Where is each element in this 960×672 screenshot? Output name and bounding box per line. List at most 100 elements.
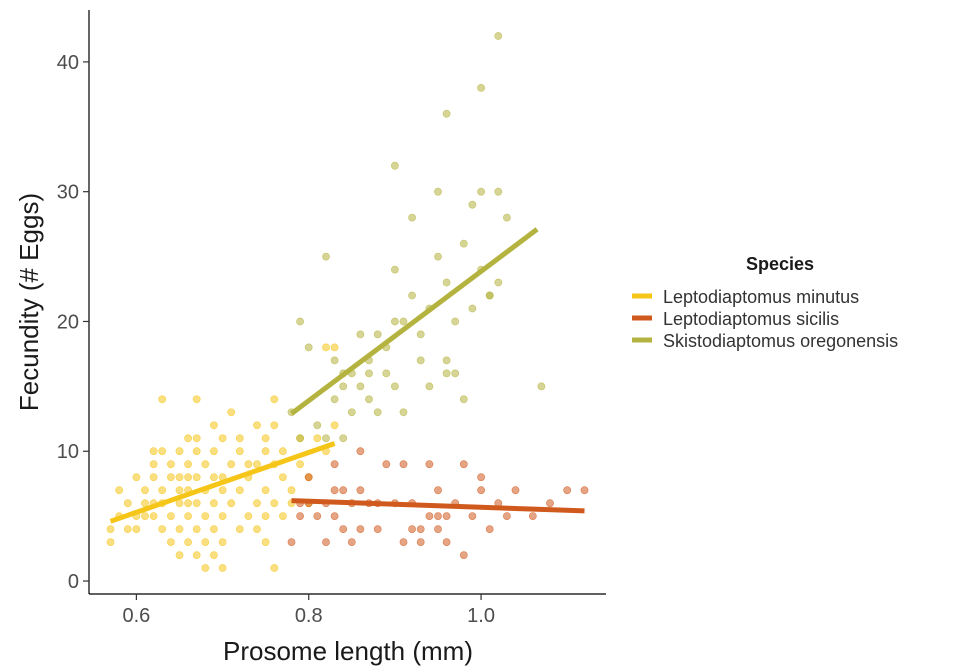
point-series-2-7 [330,395,339,404]
point-series-1-5 [313,512,322,520]
point-series-1-12 [339,486,348,495]
trend-layer [109,227,585,524]
point-series-0-74 [253,499,261,508]
point-series-0-16 [149,447,158,456]
point-series-2-19 [382,369,391,378]
point-series-1-16 [356,447,365,456]
point-series-2-18 [373,408,382,417]
point-series-2-35 [442,278,451,287]
point-series-0-82 [270,564,279,572]
point-series-0-58 [218,538,227,546]
point-series-2-36 [442,109,451,118]
point-series-1-45 [399,460,408,469]
point-series-2-25 [399,408,408,417]
point-series-0-70 [244,512,253,520]
point-series-1-41 [546,499,554,508]
y-tick-label-0: 0 [68,571,79,593]
point-series-1-47 [373,525,382,533]
point-series-2-6 [322,252,330,261]
point-series-1-19 [382,460,391,469]
y-tick-label-4: 40 [57,52,79,74]
point-series-2-26 [408,291,416,300]
point-series-0-73 [253,525,261,533]
point-series-1-0 [287,538,296,546]
point-series-1-33 [459,460,468,469]
x-tick-label-0: 0.6 [122,605,150,627]
trend-line-series-2 [289,227,539,416]
legend-label-series-2: Skistodiaptomus oregonensis [663,331,898,351]
point-series-1-6 [322,538,330,546]
point-series-0-51 [209,551,218,559]
point-series-2-54 [339,434,348,443]
point-series-0-42 [192,473,201,482]
point-series-2-5 [322,434,330,443]
point-series-0-21 [158,395,167,404]
point-series-0-75 [253,460,261,469]
point-series-0-29 [175,486,184,495]
x-tick-label-2: 1.0 [467,605,495,627]
point-series-2-17 [373,330,382,339]
point-series-0-11 [141,486,149,495]
point-series-1-43 [580,486,589,495]
point-series-0-77 [261,538,270,546]
point-series-0-23 [166,512,175,520]
point-series-2-21 [390,382,399,391]
point-series-0-100 [330,343,339,352]
point-series-2-53 [365,369,373,378]
point-series-2-29 [416,356,425,365]
point-series-2-28 [416,330,425,339]
point-series-2-39 [459,395,468,404]
point-series-1-27 [425,460,434,469]
point-series-0-14 [149,473,158,482]
point-series-0-3 [115,486,124,495]
point-series-2-51 [537,382,546,391]
point-series-0-56 [209,421,218,430]
point-series-0-33 [184,512,192,520]
point-series-0-85 [270,421,279,430]
point-series-0-83 [270,499,279,508]
point-series-1-1 [296,512,304,520]
point-series-2-3 [304,343,313,352]
point-series-1-11 [339,525,348,533]
point-series-0-19 [158,486,167,495]
point-series-2-42 [468,200,477,209]
point-series-2-9 [339,382,348,391]
point-series-0-34 [184,499,192,508]
point-series-1-31 [442,512,451,520]
trend-line-series-0 [109,441,336,524]
point-series-0-5 [123,499,132,508]
point-series-0-30 [175,473,184,482]
legend-title: Species [746,254,814,274]
point-series-1-44 [477,473,485,482]
point-series-2-49 [494,278,503,287]
point-series-1-9 [330,486,339,495]
point-series-1-29 [434,486,442,495]
x-tick-label-1: 0.8 [295,605,323,627]
point-series-1-4 [304,473,313,482]
point-series-0-76 [253,421,261,430]
point-series-0-20 [158,447,167,456]
point-series-0-1 [106,525,115,533]
point-series-0-67 [235,486,244,495]
point-series-0-87 [278,512,287,520]
point-series-2-37 [451,369,460,378]
x-axis-title: Prosome length (mm) [223,636,473,666]
point-series-0-68 [235,447,244,456]
point-series-1-22 [408,525,416,533]
point-series-0-46 [201,564,210,572]
point-series-1-24 [416,538,425,546]
point-series-2-23 [390,161,399,170]
point-series-0-44 [192,434,201,443]
point-series-0-64 [227,460,236,469]
point-series-0-81 [261,434,270,443]
point-series-1-34 [459,551,468,559]
point-series-1-40 [528,512,537,520]
point-series-2-50 [502,213,511,222]
point-series-1-8 [330,512,339,520]
point-series-0-47 [201,538,210,546]
point-series-0-6 [132,525,141,533]
point-series-0-27 [175,525,184,533]
point-series-0-0 [106,538,115,546]
point-series-0-38 [184,434,192,443]
point-series-2-2 [296,317,304,326]
